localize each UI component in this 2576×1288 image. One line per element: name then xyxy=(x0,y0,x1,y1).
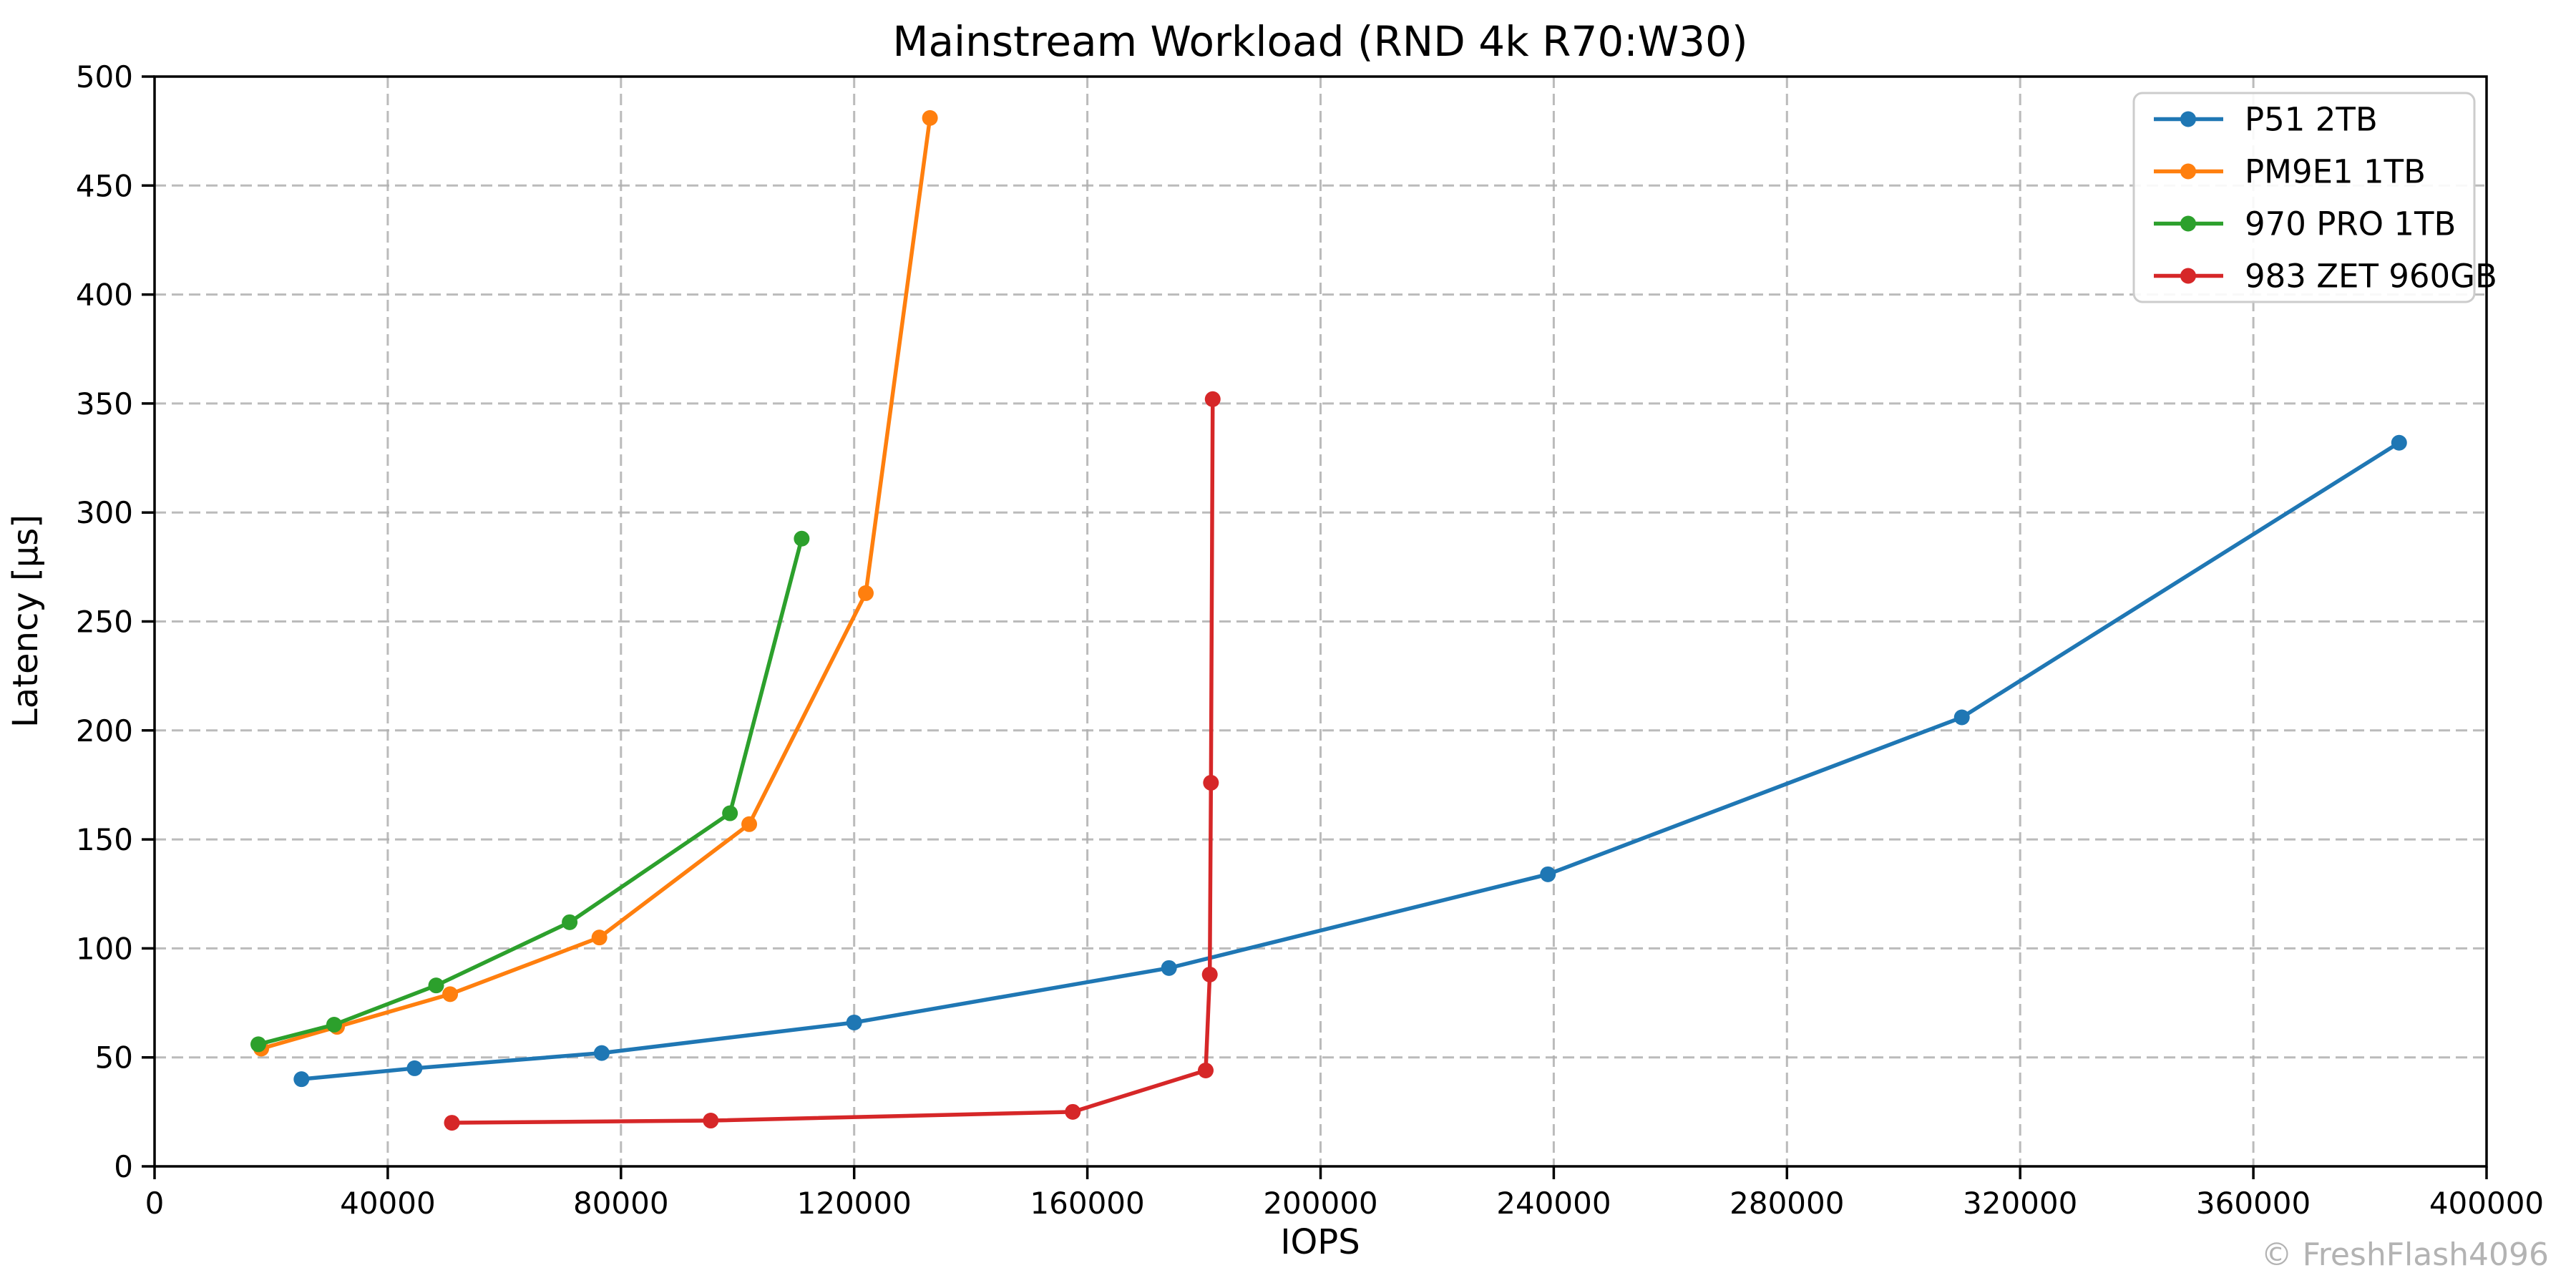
y-tick-label-500: 500 xyxy=(76,59,133,94)
legend-marker xyxy=(2180,163,2196,180)
series-line-970-pro-1tb xyxy=(256,537,804,1047)
legend-label: 983 ZET 960GB xyxy=(2245,258,2497,296)
x-tick-label-0: 0 xyxy=(145,1186,165,1221)
data-point-pm9e1-1tb xyxy=(591,930,608,946)
series-line-p51-2tb xyxy=(299,440,2401,1081)
x-tick-label-360000: 360000 xyxy=(2196,1186,2311,1221)
data-point-970-pro-1tb xyxy=(428,977,444,994)
data-point-pm9e1-1tb xyxy=(442,986,459,1002)
data-point-970-pro-1tb xyxy=(562,914,578,930)
legend-item-p51-2tb: P51 2TB xyxy=(2154,101,2378,139)
data-point-p51-2tb xyxy=(1953,709,1970,726)
series-line-983-zet-960gb xyxy=(449,397,1215,1125)
legend-item-983-zet-960gb: 983 ZET 960GB xyxy=(2154,258,2497,296)
watermark: © FreshFlash4096 xyxy=(2261,1236,2549,1273)
y-tick-label-150: 150 xyxy=(76,822,133,857)
legend-label: PM9E1 1TB xyxy=(2245,153,2426,191)
data-point-p51-2tb xyxy=(1540,866,1556,882)
x-tick-label-280000: 280000 xyxy=(1729,1186,1844,1221)
data-point-983-zet-960gb xyxy=(1065,1103,1081,1120)
data-point-pm9e1-1tb xyxy=(741,816,758,832)
y-tick-label-300: 300 xyxy=(76,495,133,530)
data-point-970-pro-1tb xyxy=(722,805,738,821)
data-point-p51-2tb xyxy=(2391,434,2407,451)
x-tick-label-240000: 240000 xyxy=(1496,1186,1611,1221)
chart-title: Mainstream Workload (RND 4k R70:W30) xyxy=(892,17,1747,66)
y-tick-label-100: 100 xyxy=(76,931,133,966)
data-point-p51-2tb xyxy=(406,1060,423,1076)
x-tick-label-400000: 400000 xyxy=(2429,1186,2544,1221)
x-tick-label-40000: 40000 xyxy=(340,1186,436,1221)
y-tick-label-400: 400 xyxy=(76,278,133,313)
data-point-p51-2tb xyxy=(846,1014,862,1030)
x-tick-label-160000: 160000 xyxy=(1030,1186,1144,1221)
data-point-p51-2tb xyxy=(593,1045,610,1061)
data-point-983-zet-960gb xyxy=(1201,966,1218,982)
data-point-p51-2tb xyxy=(1161,960,1177,976)
x-tick-label-200000: 200000 xyxy=(1263,1186,1377,1221)
data-point-970-pro-1tb xyxy=(250,1036,267,1053)
legend-marker xyxy=(2180,215,2196,232)
x-tick-label-320000: 320000 xyxy=(1963,1186,2077,1221)
x-axis-label: IOPS xyxy=(1280,1222,1360,1262)
data-point-pm9e1-1tb xyxy=(922,109,938,126)
legend-marker xyxy=(2180,111,2196,127)
y-axis-label: Latency [µs] xyxy=(6,514,46,728)
legend-marker xyxy=(2180,268,2196,284)
data-point-970-pro-1tb xyxy=(794,530,810,547)
data-point-983-zet-960gb xyxy=(444,1115,460,1131)
legend-item-970-pro-1tb: 970 PRO 1TB xyxy=(2154,205,2456,243)
data-point-p51-2tb xyxy=(293,1071,310,1088)
y-tick-label-0: 0 xyxy=(114,1149,133,1184)
data-point-983-zet-960gb xyxy=(1204,391,1221,407)
y-tick-label-50: 50 xyxy=(95,1040,133,1075)
legend-label: P51 2TB xyxy=(2245,101,2378,139)
legend-item-pm9e1-1tb: PM9E1 1TB xyxy=(2154,153,2426,191)
series-line-pm9e1-1tb xyxy=(259,116,932,1051)
y-tick-label-450: 450 xyxy=(76,168,133,203)
legend-label: 970 PRO 1TB xyxy=(2245,205,2456,243)
data-point-983-zet-960gb xyxy=(1203,774,1219,791)
x-tick-label-120000: 120000 xyxy=(797,1186,912,1221)
y-tick-label-250: 250 xyxy=(76,605,133,640)
tick-layer: 0 40000 80000 120000 160000 200000 240000 28000… xyxy=(76,59,2544,1221)
data-point-pm9e1-1tb xyxy=(857,585,874,601)
x-tick-label-80000: 80000 xyxy=(573,1186,669,1221)
legend-box xyxy=(2132,92,2476,303)
y-tick-label-350: 350 xyxy=(76,386,133,421)
data-point-983-zet-960gb xyxy=(1197,1062,1214,1078)
series-layer xyxy=(250,109,2407,1131)
data-point-983-zet-960gb xyxy=(703,1113,719,1129)
y-tick-label-200: 200 xyxy=(76,713,133,748)
legend: P51 2TB PM9E1 1TB 970 PRO 1TB 983 ZET 960GB xyxy=(2132,92,2497,303)
data-point-970-pro-1tb xyxy=(326,1017,342,1033)
